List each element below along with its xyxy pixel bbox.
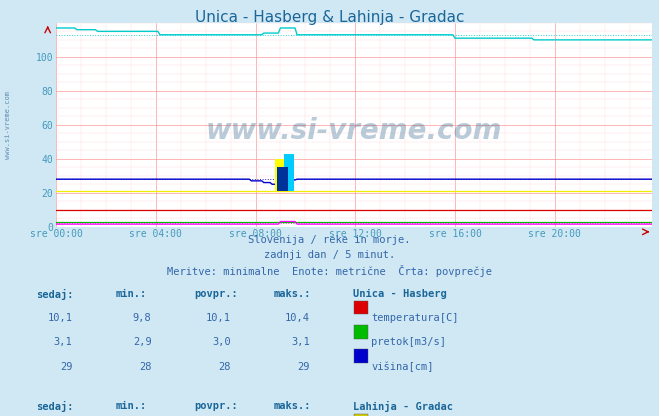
Text: višina[cm]: višina[cm] — [371, 362, 434, 372]
Text: temperatura[C]: temperatura[C] — [371, 313, 459, 323]
Text: sedaj:: sedaj: — [36, 401, 74, 413]
Text: www.si-vreme.com: www.si-vreme.com — [206, 117, 502, 145]
Text: 29: 29 — [60, 362, 72, 371]
Text: maks.:: maks.: — [273, 289, 311, 299]
Text: 9,8: 9,8 — [133, 313, 152, 323]
Text: Unica - Hasberg: Unica - Hasberg — [353, 289, 446, 299]
Bar — [275, 159, 290, 191]
Text: 28: 28 — [218, 362, 231, 371]
Text: 10,1: 10,1 — [47, 313, 72, 323]
Text: 3,1: 3,1 — [291, 337, 310, 347]
Text: Unica - Hasberg & Lahinja - Gradac: Unica - Hasberg & Lahinja - Gradac — [195, 10, 464, 25]
Text: Meritve: minimalne  Enote: metrične  Črta: povprečje: Meritve: minimalne Enote: metrične Črta:… — [167, 265, 492, 277]
Text: 10,1: 10,1 — [206, 313, 231, 323]
Text: 28: 28 — [139, 362, 152, 371]
Text: maks.:: maks.: — [273, 401, 311, 411]
Text: 10,4: 10,4 — [285, 313, 310, 323]
Text: pretok[m3/s]: pretok[m3/s] — [371, 337, 446, 347]
Text: zadnji dan / 5 minut.: zadnji dan / 5 minut. — [264, 250, 395, 260]
Text: min.:: min.: — [115, 289, 146, 299]
Text: min.:: min.: — [115, 401, 146, 411]
Text: 2,9: 2,9 — [133, 337, 152, 347]
Text: Lahinja - Gradac: Lahinja - Gradac — [353, 401, 453, 413]
Bar — [283, 154, 294, 191]
Text: www.si-vreme.com: www.si-vreme.com — [5, 91, 11, 159]
Text: povpr.:: povpr.: — [194, 289, 238, 299]
Text: Slovenija / reke in morje.: Slovenija / reke in morje. — [248, 235, 411, 245]
Text: 3,0: 3,0 — [212, 337, 231, 347]
Text: 29: 29 — [297, 362, 310, 371]
Text: sedaj:: sedaj: — [36, 289, 74, 300]
Bar — [277, 167, 288, 191]
Text: 3,1: 3,1 — [54, 337, 72, 347]
Text: povpr.:: povpr.: — [194, 401, 238, 411]
